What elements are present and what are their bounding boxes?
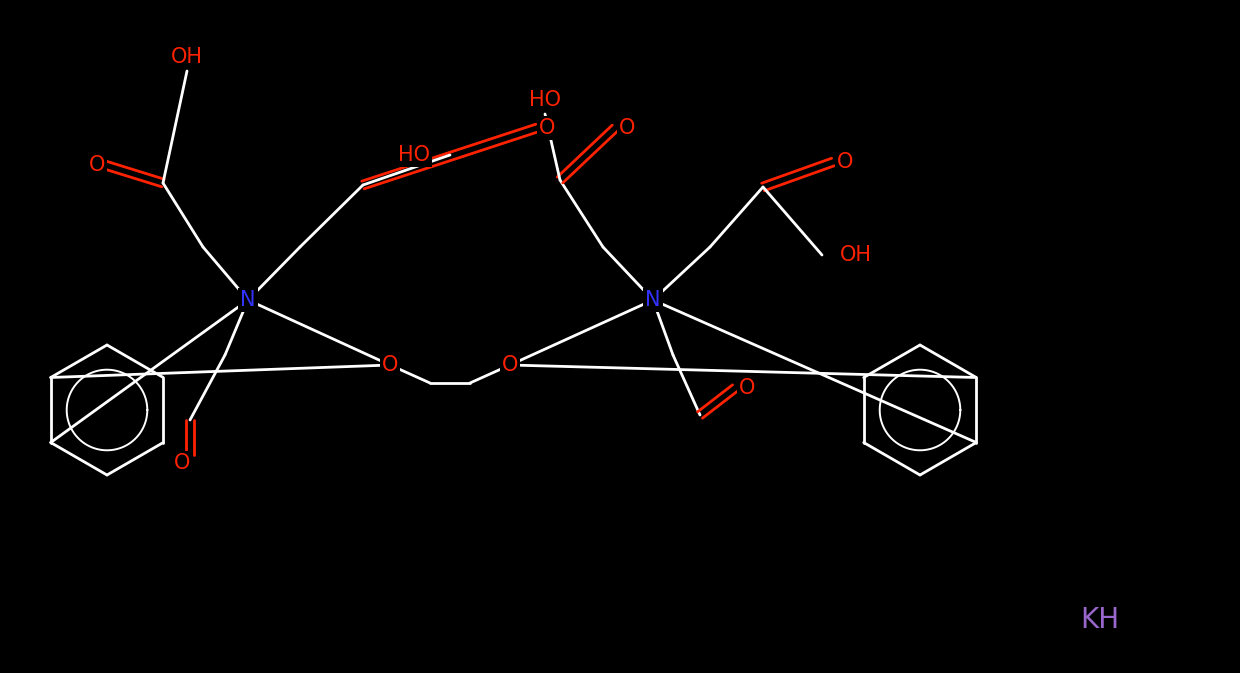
Text: HO: HO <box>398 145 430 165</box>
Text: O: O <box>837 152 853 172</box>
Text: O: O <box>174 453 190 473</box>
Text: HO: HO <box>529 90 560 110</box>
Text: OH: OH <box>171 47 203 67</box>
Text: N: N <box>241 290 255 310</box>
Text: KH: KH <box>1080 606 1120 634</box>
Text: O: O <box>89 155 105 175</box>
Text: N: N <box>645 290 661 310</box>
Text: O: O <box>739 378 755 398</box>
Text: O: O <box>502 355 518 375</box>
Text: O: O <box>619 118 635 138</box>
Text: O: O <box>382 355 398 375</box>
Text: O: O <box>539 118 556 138</box>
Text: OH: OH <box>839 245 872 265</box>
